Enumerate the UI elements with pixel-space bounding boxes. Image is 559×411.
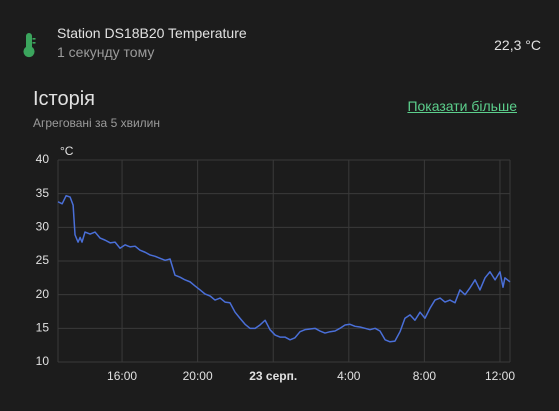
x-tick-label: 12:00 [485,369,515,383]
chart: °C 10 15 20 25 30 35 40 16:00 20:00 23 серп. 4:00 8… [36,144,516,383]
y-tick-label: 25 [36,253,50,267]
thermometer-icon [23,33,36,58]
y-tick-label: 35 [36,186,50,200]
x-tick-label: 20:00 [183,369,213,383]
x-tick-label: 16:00 [107,369,137,383]
x-tick-label: 4:00 [337,369,361,383]
y-tick-label: 30 [36,220,50,234]
y-tick-label: 15 [36,321,50,335]
data-line [57,194,511,343]
y-tick-label: 10 [36,354,50,368]
history-subtitle: Агреговані за 5 хвилин [33,116,160,130]
show-more-link[interactable]: Показати більше [407,98,517,114]
x-tick-label: 8:00 [413,369,437,383]
y-unit: °C [60,144,74,158]
entity-title: Station DS18B20 Temperature [57,25,247,41]
entity-state: 22,3 °C [494,37,541,53]
x-tick-label: 23 серп. [249,369,297,383]
history-title: Історія [33,88,96,110]
y-tick-label: 20 [36,287,50,301]
last-changed: 1 секунду тому [57,44,155,60]
y-tick-label: 40 [36,152,50,166]
